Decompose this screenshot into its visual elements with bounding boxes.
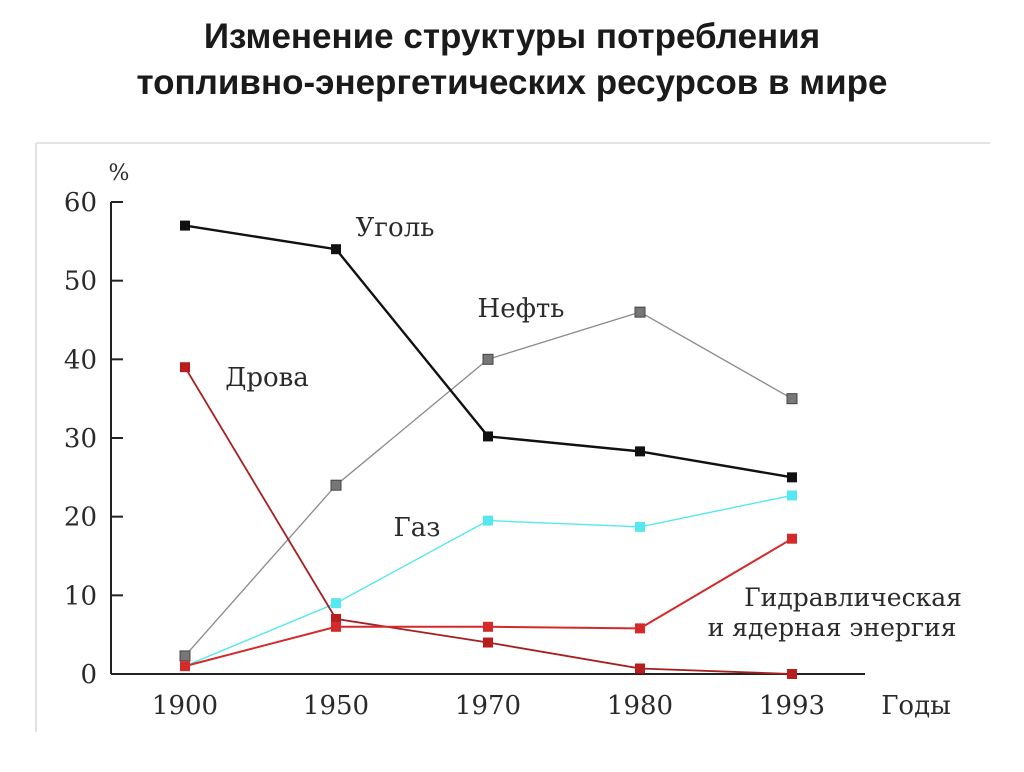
x-tick-label-1900: 1900 — [152, 691, 218, 721]
data-point-coal-1950 — [331, 244, 341, 255]
data-point-hydro-nuclear-1970 — [483, 621, 493, 632]
x-tick-label-1950: 1950 — [303, 691, 369, 721]
x-tick-label-1980: 1980 — [607, 691, 673, 721]
data-point-gas-1980 — [635, 521, 645, 532]
data-point-firewood-1900 — [180, 362, 190, 373]
data-point-oil-1950 — [330, 479, 342, 491]
data-point-hydro-nuclear-1950 — [331, 621, 341, 632]
x-tick-label-1993: 1993 — [759, 691, 825, 721]
y-tick-label-60: 60 — [64, 188, 97, 218]
y-tick-label-40: 40 — [64, 345, 97, 375]
data-point-coal-1970 — [483, 431, 493, 442]
data-point-firewood-1993 — [787, 669, 797, 679]
x-axis-label: Годы — [881, 691, 951, 721]
y-tick-label-50: 50 — [64, 267, 97, 297]
data-point-coal-1993 — [787, 472, 797, 483]
data-point-oil-1900 — [179, 650, 191, 662]
data-point-oil-1970 — [482, 353, 494, 365]
y-axis-unit-label: % — [109, 161, 130, 186]
data-point-coal-1980 — [635, 446, 645, 457]
data-point-firewood-1980 — [635, 663, 645, 674]
data-point-hydro-nuclear-1980 — [635, 623, 645, 634]
chart-title-line-2: топливно-энергетических ресурсов в мире — [136, 63, 888, 102]
x-tick-label-1970: 1970 — [455, 691, 521, 721]
data-point-firewood-1950 — [331, 613, 341, 624]
data-point-gas-1950 — [331, 598, 341, 609]
data-point-hydro-nuclear-1993 — [787, 533, 797, 544]
y-tick-label-20: 20 — [64, 503, 97, 533]
data-point-coal-1900 — [180, 220, 190, 231]
y-tick-label-0: 0 — [80, 660, 97, 690]
data-point-oil-1980 — [634, 306, 646, 318]
series-label-hydro-nuclear-line-2: и ядерная энергия — [708, 613, 957, 642]
data-point-gas-1993 — [787, 490, 797, 501]
chart-title: Изменение структуры потребления топливно… — [0, 14, 1024, 106]
data-point-firewood-1970 — [483, 637, 493, 648]
series-label-hydro-nuclear-line-1: Гидравлическая — [744, 583, 962, 612]
series-label-oil: Нефть — [478, 294, 565, 324]
series-label-coal: Уголь — [356, 213, 435, 243]
data-point-hydro-nuclear-1900 — [180, 661, 190, 672]
chart-title-line-1: Изменение структуры потребления — [203, 17, 821, 56]
y-tick-label-30: 30 — [64, 424, 97, 454]
series-label-gas: Газ — [394, 513, 441, 543]
data-point-gas-1970 — [483, 515, 493, 526]
data-point-oil-1993 — [786, 393, 798, 405]
series-label-firewood: Дрова — [225, 363, 309, 393]
y-tick-label-10: 10 — [64, 581, 97, 611]
